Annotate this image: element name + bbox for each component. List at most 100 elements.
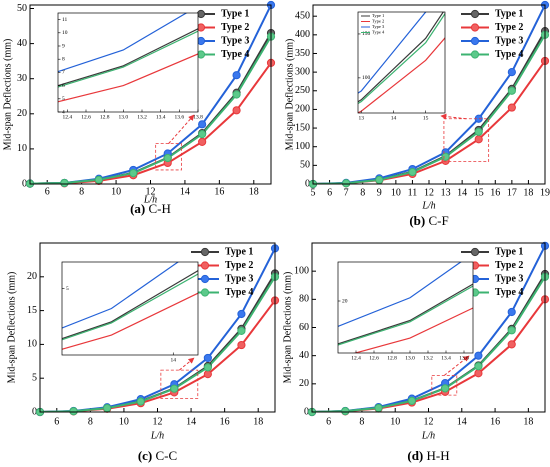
inset-y-tick-label: 7 [62, 70, 65, 76]
legend-label: Type 3 [225, 273, 253, 284]
legend-label: Type 4 [225, 287, 253, 298]
plot-frame [39, 242, 276, 413]
x-tick-label: 17 [507, 187, 517, 198]
inset-bg [62, 262, 198, 355]
inset-x-tick-label: 13.4 [441, 355, 451, 361]
y-tick-label: 300 [295, 66, 310, 77]
y-tick-label: 150 [295, 122, 310, 133]
caption-label: (b) [409, 213, 425, 228]
inset-x-tick-label: 12.8 [100, 114, 110, 120]
caption: (c) C-C [138, 448, 177, 463]
legend-label: Type 1 [495, 246, 523, 257]
inset-x-tick-label: 12.4 [351, 355, 361, 361]
y-tick-label: 0 [305, 178, 310, 189]
inset-frame [57, 12, 199, 113]
point [237, 340, 246, 350]
x-axis-label: L/h [421, 430, 435, 441]
x-tick-label: 18 [523, 187, 533, 198]
y-tick-label: 400 [295, 29, 310, 40]
zoom-arrow [444, 355, 470, 376]
inset-x-tick-label: 15 [423, 115, 429, 121]
legend-marker [196, 9, 206, 19]
point [507, 86, 516, 95]
inset-x-tick-label: 12.8 [387, 355, 397, 361]
caption-name: C-C [156, 448, 178, 463]
x-tick-label: 14 [457, 187, 467, 198]
caption-label: (a) [130, 201, 145, 216]
series-line [40, 276, 275, 412]
point [507, 340, 516, 349]
panel: 5 6 7 8 9 10 11 12 13 14 15 16 17 18 19 0 50 100 150 200 250… [284, 0, 550, 228]
point [203, 353, 212, 363]
x-tick-label: 9 [377, 187, 382, 198]
x-tick-label: 14 [457, 416, 467, 427]
series-line [312, 276, 545, 412]
y-tick-label: 5 [32, 372, 37, 383]
inset-x-tick-label: 13.0 [119, 114, 129, 120]
x-axis-label: L/h [143, 194, 157, 205]
inset-frame [61, 261, 199, 356]
y-axis-label: Mid-span Deflections (mm) [2, 39, 13, 151]
plot-frame [29, 4, 272, 185]
series-line [30, 36, 271, 184]
y-tick-label: 50 [300, 160, 310, 171]
legend-label: Type 3 [495, 35, 523, 46]
legend-marker [200, 274, 210, 284]
point [103, 403, 112, 413]
legend-marker [470, 36, 480, 46]
y-tick-label: 60 [299, 322, 309, 333]
y-tick-label: 100 [295, 141, 310, 152]
x-tick-label: 8 [79, 186, 84, 197]
inset-x-tick-label: 13.8 [193, 114, 203, 120]
legend-marker [470, 247, 480, 257]
caption-label: (c) [138, 448, 152, 463]
point [507, 326, 516, 335]
point [474, 135, 483, 144]
series-line [313, 34, 545, 184]
point [232, 106, 241, 115]
point [507, 103, 516, 112]
point [232, 71, 241, 80]
y-tick-label: 0 [304, 406, 309, 417]
point [441, 384, 450, 393]
y-tick-label: 450 [295, 10, 310, 21]
zoom-arrow [440, 113, 467, 120]
point [237, 326, 246, 335]
caption-name: C-H [149, 201, 171, 216]
caption: (a) C-H [130, 201, 171, 216]
y-axis-label: Mid-span Deflections (mm) [6, 272, 17, 384]
y-tick-label: 50 [17, 3, 27, 14]
plot-frame [311, 242, 546, 413]
point [170, 384, 179, 393]
point [94, 175, 103, 184]
inset-legend-label: Type 1 [372, 13, 384, 18]
x-tick-label: 6 [327, 187, 332, 198]
legend-label: Type 4 [495, 287, 523, 298]
x-tick-label: 12 [153, 416, 163, 427]
panel: 6 8 10 12 14 16 18 0 10 20 30 40 50 L/h Mid-span Defle… [2, 0, 276, 216]
x-tick-label: 18 [523, 416, 533, 427]
inset-frame [357, 11, 446, 114]
x-tick-label: 7 [344, 187, 349, 198]
legend-label: Type 2 [495, 260, 523, 271]
point [232, 90, 241, 99]
inset-x-tick-label: 13.6 [459, 355, 469, 361]
legend-label: Type 2 [221, 22, 249, 33]
y-tick-label: 10 [27, 339, 37, 350]
point [474, 362, 483, 371]
legend-marker [196, 36, 206, 46]
point [474, 127, 483, 136]
y-tick-label: 200 [295, 104, 310, 115]
x-axis-label: L/h [421, 200, 435, 211]
legend-label: Type 4 [221, 49, 249, 60]
zoom-arrow [168, 114, 195, 144]
legend-label: Type 2 [225, 260, 253, 271]
x-tick-label: 12 [424, 187, 434, 198]
x-tick-label: 5 [311, 187, 316, 198]
inset-y-tick-label: 100 [362, 75, 371, 81]
x-tick-label: 10 [111, 186, 121, 197]
inset-x-tick-label: 14 [391, 115, 397, 121]
inset-y-tick-label: 11 [62, 17, 68, 23]
point [407, 396, 416, 405]
